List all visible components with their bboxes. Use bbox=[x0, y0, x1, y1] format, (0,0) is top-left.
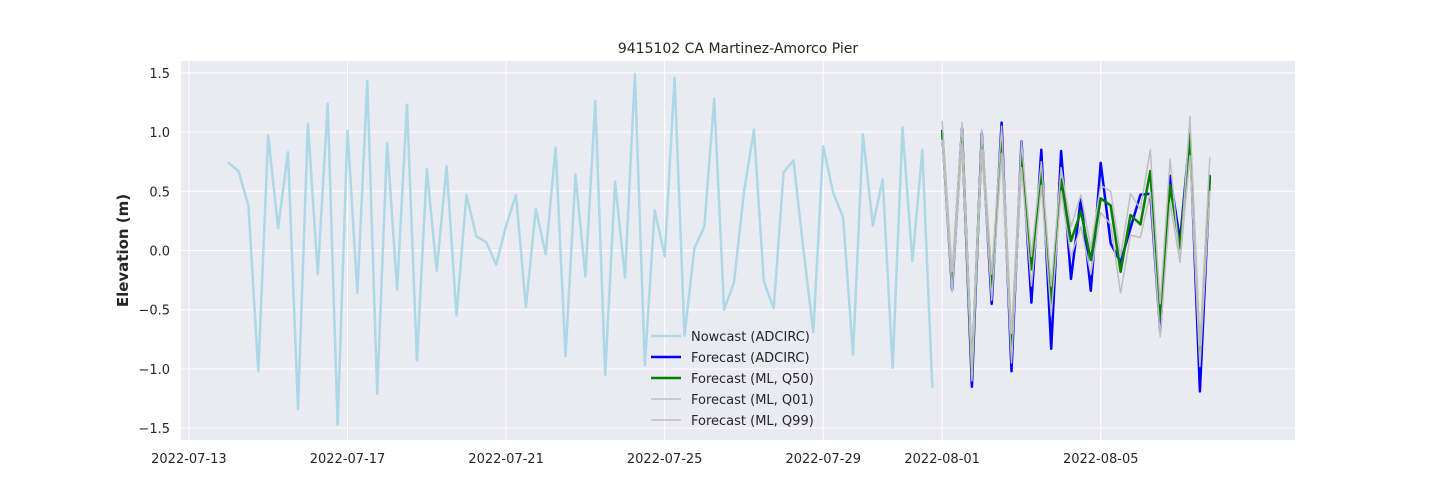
legend-label: Forecast (ML, Q99) bbox=[691, 414, 814, 429]
chart-title: 9415102 CA Martinez-Amorco Pier bbox=[618, 41, 859, 57]
x-tick-label: 2022-07-25 bbox=[627, 452, 703, 467]
series-line-forecast-ml-q50 bbox=[940, 130, 1212, 377]
legend-label: Forecast (ML, Q01) bbox=[691, 393, 814, 408]
x-tick-label: 2022-07-13 bbox=[151, 452, 227, 467]
series-line-nowcast-adcirc bbox=[227, 72, 934, 426]
y-tick-label: 1.5 bbox=[149, 67, 170, 82]
y-tick-label: 0.5 bbox=[149, 185, 170, 200]
x-axis-ticks: 2022-07-13 2022-07-17 2022-07-21 2022-07-25… bbox=[151, 452, 1138, 467]
x-tick-label: 2022-08-01 bbox=[904, 452, 980, 467]
legend-label: Forecast (ML, Q50) bbox=[691, 372, 814, 387]
y-tick-label: 0.0 bbox=[149, 245, 170, 260]
y-axis-label: Elevation (m) bbox=[114, 194, 132, 307]
y-tick-label: −1.5 bbox=[138, 422, 170, 437]
y-tick-label: 1.0 bbox=[149, 126, 170, 141]
series-line-forecast-ml-q99 bbox=[941, 115, 1211, 364]
series-line-forecast-ml-q01 bbox=[941, 139, 1211, 382]
legend-label: Forecast (ADCIRC) bbox=[691, 351, 810, 366]
y-tick-label: −1.0 bbox=[138, 363, 170, 378]
x-tick-label: 2022-07-29 bbox=[785, 452, 861, 467]
series-layer bbox=[227, 72, 1212, 426]
x-tick-label: 2022-08-05 bbox=[1063, 452, 1139, 467]
y-tick-label: −0.5 bbox=[138, 304, 170, 319]
x-tick-label: 2022-07-17 bbox=[310, 452, 386, 467]
legend: Nowcast (ADCIRC) Forecast (ADCIRC) Forecas… bbox=[651, 330, 814, 429]
legend-label: Nowcast (ADCIRC) bbox=[691, 330, 810, 345]
y-axis-ticks: 1.5 1.0 0.5 0.0 −0.5 −1.0 −1.5 bbox=[138, 67, 170, 437]
x-tick-label: 2022-07-21 bbox=[468, 452, 544, 467]
